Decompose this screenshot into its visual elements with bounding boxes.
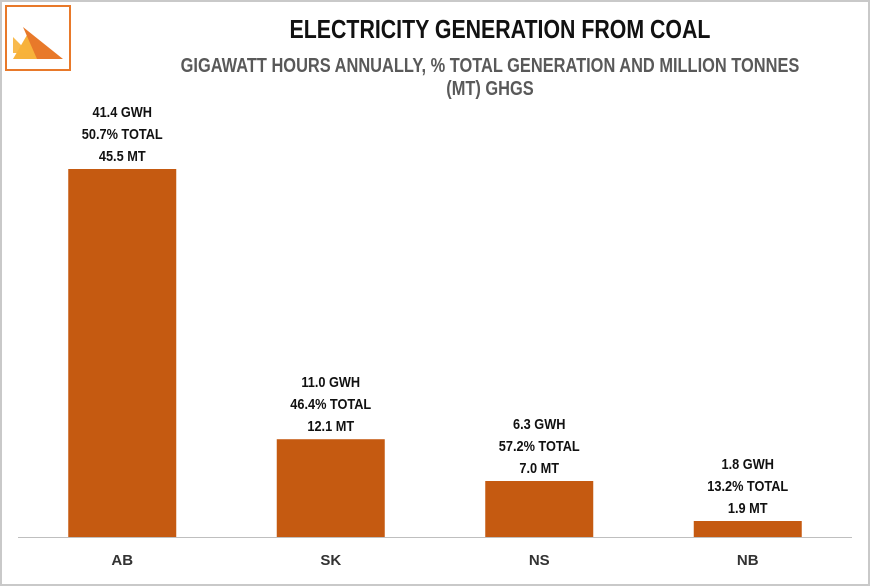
data-label-ns-3: 7.0 MT — [519, 459, 559, 476]
bar-sk — [276, 439, 385, 537]
data-label-sk-2: 46.4% TOTAL — [290, 395, 371, 412]
x-tick-label-ns: NS — [529, 552, 550, 569]
data-label-nb-3: 1.9 MT — [728, 499, 768, 516]
data-label-ns-2: 57.2% TOTAL — [499, 437, 580, 454]
data-label-ab-1: 41.4 GWH — [93, 103, 152, 120]
bar-ns — [485, 481, 594, 537]
data-label-ns-1: 6.3 GWH — [513, 415, 565, 432]
data-label-nb-1: 1.8 GWH — [722, 455, 774, 472]
x-tick-label-nb: NB — [737, 552, 759, 569]
logo — [5, 5, 71, 71]
x-tick-label-ab: AB — [111, 552, 133, 569]
bar-ab — [68, 169, 177, 537]
chart-title: ELECTRICITY GENERATION FROM COAL — [289, 14, 711, 44]
bar-nb — [693, 521, 802, 537]
chart-subtitle: GIGAWATT HOURS ANNUALLY, % TOTAL GENERAT… — [180, 55, 800, 100]
x-tick-label-sk: SK — [320, 552, 341, 569]
data-label-ab-3: 45.5 MT — [99, 147, 146, 164]
data-label-sk-3: 12.1 MT — [307, 417, 354, 434]
data-label-sk-1: 11.0 GWH — [301, 373, 360, 390]
data-label-ab-2: 50.7% TOTAL — [82, 125, 163, 142]
triangles-logo-icon — [13, 27, 63, 59]
data-label-nb-2: 13.2% TOTAL — [707, 477, 788, 494]
